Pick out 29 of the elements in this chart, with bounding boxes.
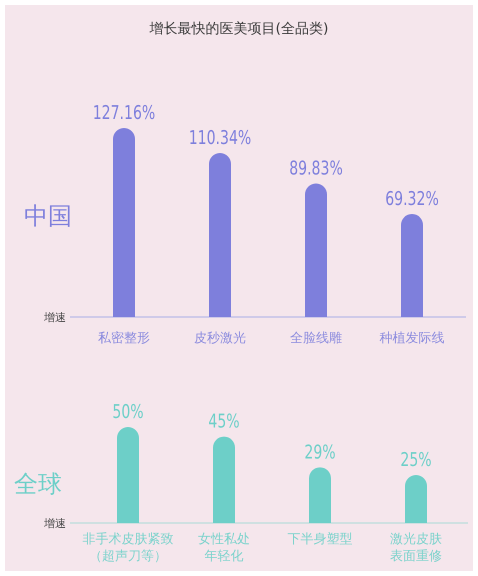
x-tick-label: 私密整形	[98, 331, 150, 346]
series-label: 全球	[14, 470, 62, 498]
x-tick-label: 女性私处年轻化	[198, 532, 250, 564]
bar	[405, 475, 427, 523]
x-tick-label: 非手术皮肤紧致（超声刀等）	[82, 532, 174, 564]
data-label: 25%	[400, 448, 432, 471]
y-axis-title: 增速	[43, 517, 66, 530]
bar	[117, 427, 139, 523]
data-label: 110.34%	[188, 126, 252, 149]
bar	[209, 153, 231, 317]
x-tick-label: 种植发际线	[380, 331, 444, 346]
x-tick-label: 全脸线雕	[290, 331, 342, 346]
chart-title: 增长最快的医美项目(全品类)	[148, 21, 328, 37]
x-tick-label: 激光皮肤表面重修	[390, 532, 442, 564]
series-label: 中国	[24, 202, 72, 230]
data-label: 127.16%	[92, 100, 156, 124]
data-label: 50%	[112, 400, 144, 423]
bar	[213, 436, 235, 523]
y-axis-title: 增速	[43, 311, 66, 324]
data-label: 89.83%	[289, 156, 343, 180]
bar	[113, 128, 135, 317]
data-label: 29%	[304, 440, 336, 463]
data-label: 45%	[208, 409, 240, 432]
x-tick-label: 下半身塑型	[288, 531, 352, 547]
x-tick-label: 皮秒激光	[194, 331, 246, 346]
bar	[401, 214, 423, 317]
data-label: 69.32%	[385, 186, 439, 210]
bar	[309, 467, 331, 523]
bar	[305, 184, 327, 317]
